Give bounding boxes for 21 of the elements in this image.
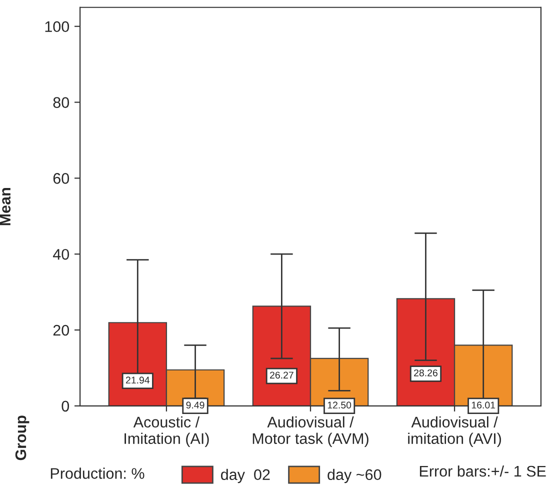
data-label: 9.49 bbox=[186, 402, 204, 409]
y-tick-label: 100 bbox=[45, 21, 70, 32]
text: Group bbox=[15, 416, 30, 460]
legend-label: day ~60 bbox=[328, 468, 382, 484]
x-tick-label: Acoustic / Imitation (AI) bbox=[124, 416, 209, 448]
text: Error bars:+/- 1 SE bbox=[420, 465, 546, 477]
data-label: 28.26 bbox=[414, 369, 438, 376]
y-tick-label: 40 bbox=[52, 248, 70, 260]
y-axis-title: Mean bbox=[0, 188, 11, 226]
x-tick-label: Audiovisual / imitation (AVI) bbox=[408, 416, 501, 448]
y-tick-label: 60 bbox=[53, 173, 70, 184]
y-tick-label: 20 bbox=[53, 324, 70, 336]
legend-title: Production: % bbox=[50, 468, 144, 479]
data-label: 21.94 bbox=[126, 376, 150, 384]
data-label: 12.50 bbox=[328, 402, 352, 409]
y-tick-label: 0 bbox=[62, 400, 70, 412]
x-tick-label: Audiovisual / Motor task (AVM) bbox=[252, 416, 368, 448]
legend-label: day 02 bbox=[220, 468, 270, 484]
y-tick-label: 80 bbox=[53, 97, 70, 108]
data-label: 16.01 bbox=[472, 402, 496, 409]
data-label: 26.27 bbox=[270, 372, 294, 379]
